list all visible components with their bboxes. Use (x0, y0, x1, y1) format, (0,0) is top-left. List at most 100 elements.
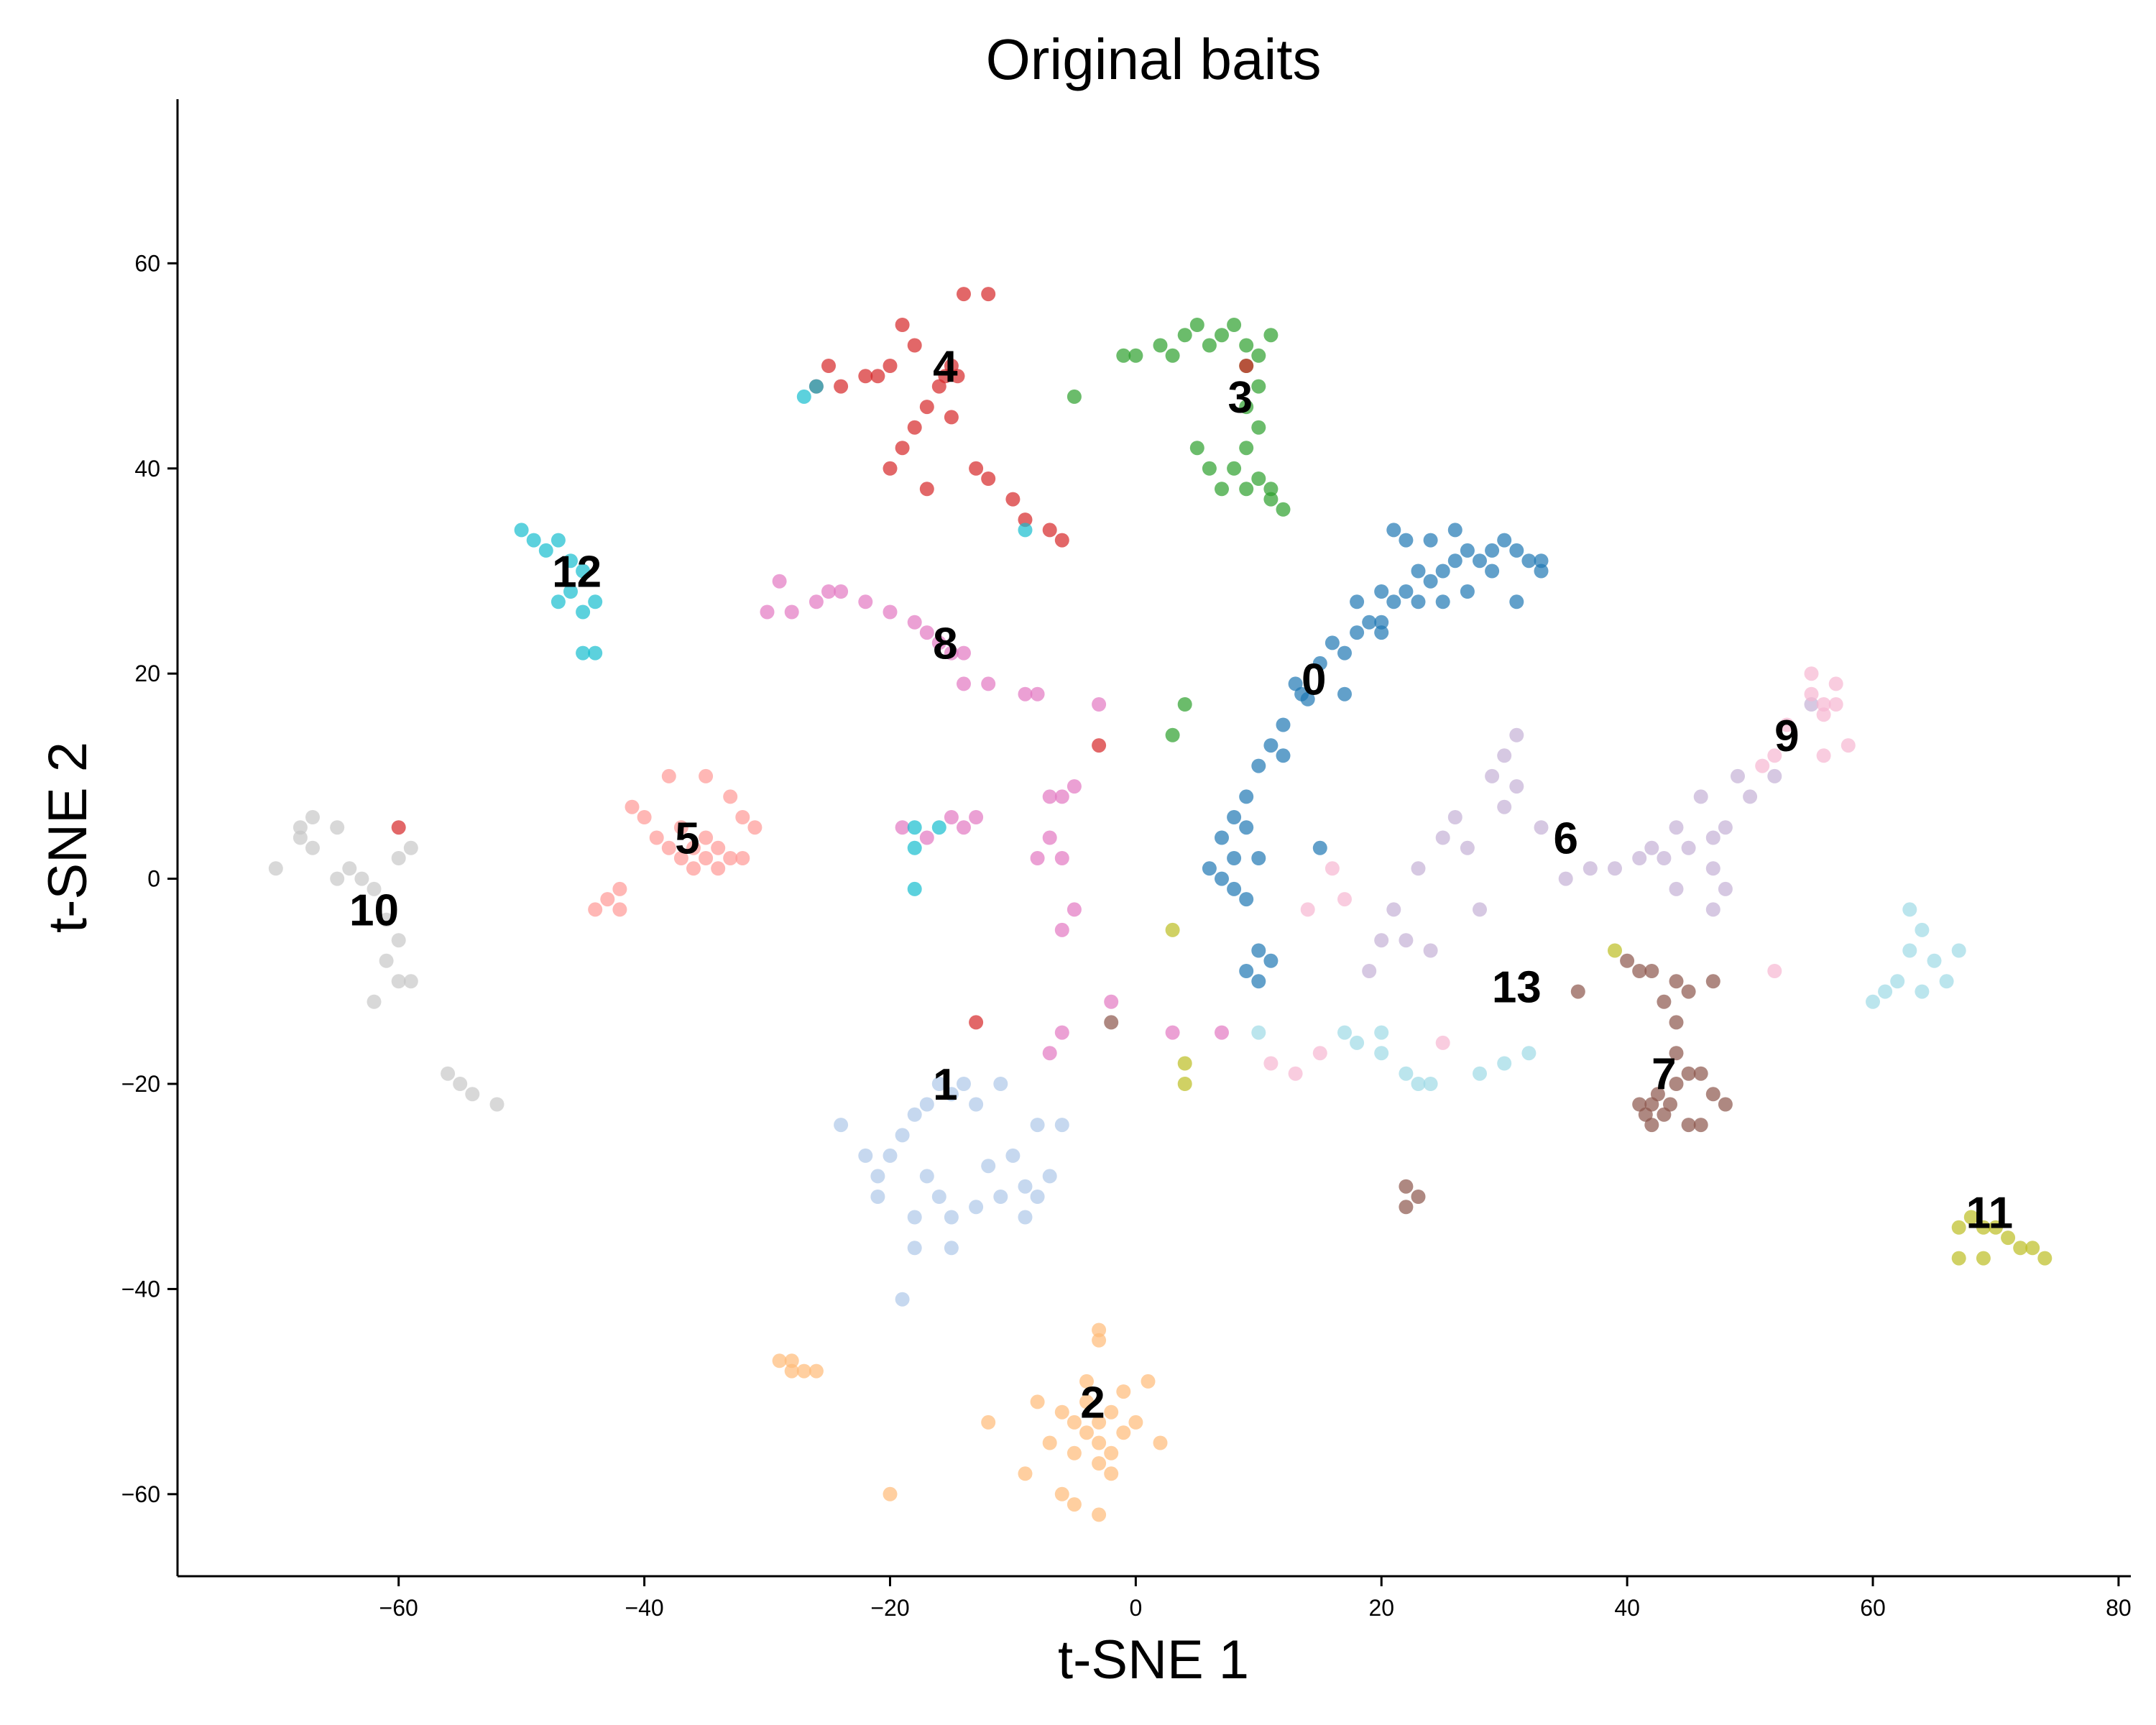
data-point-cluster-12 (563, 584, 578, 599)
data-point-cluster-6 (1485, 768, 1500, 783)
y-tick-label: −60 (121, 1481, 160, 1507)
data-point-cluster-2 (1018, 1466, 1033, 1481)
data-point-cluster-0 (1435, 594, 1450, 610)
data-point-cluster-11 (1989, 1220, 2003, 1235)
data-point-cluster-6 (1558, 871, 1573, 886)
data-point-cluster-8 (969, 810, 984, 824)
data-point-cluster-1 (1018, 1210, 1033, 1225)
data-point-cluster-11 (1976, 1220, 1991, 1235)
data-point-cluster-13 (1915, 984, 1930, 999)
data-point-cluster-12 (907, 840, 922, 855)
data-point-cluster-7 (1669, 1046, 1684, 1061)
data-point-cluster-4 (957, 287, 971, 302)
data-point-cluster-8 (1104, 994, 1119, 1009)
data-point-cluster-10 (354, 871, 369, 886)
x-axis-label: t-SNE 1 (1058, 1629, 1249, 1690)
data-point-cluster-13 (1866, 994, 1880, 1009)
data-point-cluster-7 (1681, 984, 1696, 999)
data-point-cluster-11 (1165, 922, 1180, 937)
cluster-label: 12 (552, 548, 602, 597)
data-point-cluster-0 (1521, 553, 1537, 569)
data-point-cluster-3 (1251, 348, 1266, 363)
data-point-cluster-2 (1141, 1374, 1156, 1389)
data-point-cluster-8 (784, 604, 799, 620)
data-point-cluster-5 (673, 851, 688, 865)
data-point-cluster-4 (870, 369, 885, 384)
data-point-cluster-4 (834, 379, 849, 394)
data-point-cluster-0 (1374, 625, 1389, 640)
cluster-label: 1 (933, 1060, 957, 1110)
data-point-cluster-6 (1705, 902, 1720, 917)
cluster-label: 5 (675, 814, 699, 864)
data-point-cluster-2 (1104, 1445, 1119, 1460)
data-point-cluster-9 (1828, 676, 1843, 691)
data-point-cluster-12 (1018, 523, 1033, 538)
data-point-cluster-8 (957, 645, 971, 661)
data-point-cluster-9 (1816, 707, 1831, 722)
data-point-cluster-0 (1276, 717, 1291, 732)
data-point-cluster-0 (1202, 861, 1217, 876)
data-point-cluster-3 (1116, 348, 1131, 363)
data-point-cluster-0 (1435, 564, 1450, 579)
data-point-cluster-4 (895, 318, 910, 332)
cluster-label: 0 (1302, 655, 1326, 704)
data-point-cluster-10 (465, 1087, 480, 1102)
data-point-cluster-4 (919, 482, 934, 497)
x-tick-label: 60 (1860, 1595, 1886, 1621)
data-point-cluster-8 (981, 676, 996, 691)
data-point-cluster-2 (1079, 1425, 1094, 1440)
data-point-cluster-0 (1534, 564, 1549, 579)
data-point-cluster-0 (1447, 523, 1462, 538)
data-point-cluster-13 (1251, 1025, 1266, 1040)
data-point-cluster-8 (1030, 686, 1045, 702)
data-point-cluster-3 (1263, 482, 1279, 497)
data-point-cluster-6 (1693, 789, 1708, 804)
data-point-cluster-0 (1312, 840, 1327, 855)
data-point-cluster-7 (1693, 1118, 1708, 1133)
data-point-cluster-5 (649, 830, 664, 845)
data-point-cluster-12 (808, 379, 824, 394)
data-point-cluster-0 (1227, 851, 1242, 865)
data-point-cluster-8 (772, 574, 787, 589)
data-point-cluster-12 (550, 594, 566, 610)
data-point-cluster-1 (957, 1077, 971, 1091)
data-point-cluster-0 (1312, 656, 1327, 671)
data-point-cluster-0 (1251, 758, 1266, 773)
data-point-cluster-0 (1374, 615, 1389, 630)
cluster-label: 11 (1966, 1188, 2014, 1238)
data-point-cluster-0 (1215, 830, 1229, 845)
cluster-label: 13 (1492, 962, 1542, 1012)
data-point-cluster-6 (1583, 861, 1598, 876)
data-point-cluster-12 (931, 820, 946, 835)
data-point-cluster-1 (907, 1241, 922, 1256)
data-point-cluster-1 (969, 1200, 984, 1215)
data-point-cluster-12 (576, 564, 591, 579)
data-point-cluster-11 (1177, 1077, 1192, 1091)
data-point-cluster-7 (1399, 1200, 1414, 1215)
data-point-cluster-8 (957, 676, 971, 691)
data-point-cluster-8 (919, 830, 934, 845)
data-point-cluster-8 (1054, 922, 1069, 937)
data-point-cluster-9 (1828, 697, 1843, 712)
data-point-cluster-2 (1030, 1394, 1045, 1409)
data-point-cluster-0 (1337, 645, 1352, 661)
y-tick-label: 20 (134, 661, 160, 686)
data-point-cluster-6 (1386, 902, 1401, 917)
data-point-cluster-1 (931, 1190, 946, 1204)
data-point-cluster-7 (1705, 1087, 1720, 1102)
data-point-cluster-1 (944, 1241, 959, 1256)
data-point-cluster-7 (1644, 1118, 1659, 1133)
cluster-label: 2 (1080, 1378, 1105, 1427)
data-point-cluster-13 (1374, 1046, 1389, 1061)
data-point-cluster-4 (907, 338, 922, 353)
data-point-cluster-11 (1963, 1210, 1978, 1225)
data-point-cluster-11 (2001, 1230, 2016, 1246)
data-point-cluster-12 (907, 881, 922, 896)
data-point-cluster-10 (441, 1066, 456, 1081)
data-point-cluster-0 (1362, 615, 1377, 630)
data-point-cluster-3 (1215, 328, 1229, 343)
data-point-cluster-1 (919, 1169, 934, 1184)
data-point-cluster-12 (588, 645, 603, 661)
data-point-cluster-10 (305, 840, 320, 855)
